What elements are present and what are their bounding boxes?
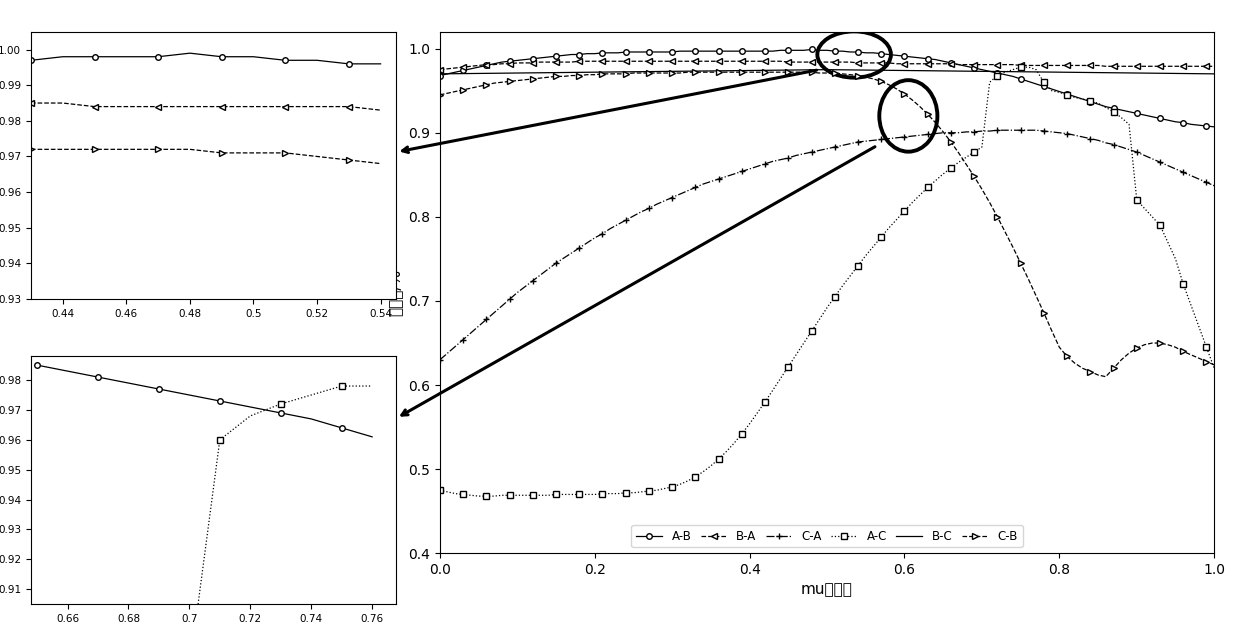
C-B	[432, 91, 447, 99]
Y-axis label: 准确率/%: 准确率/%	[388, 269, 403, 316]
C-A	[432, 356, 447, 364]
B-C	[1207, 70, 1222, 78]
C-B	[1207, 361, 1222, 369]
B-A	[983, 61, 997, 69]
A-B	[626, 48, 641, 56]
C-B	[626, 69, 641, 77]
C-B	[680, 68, 695, 76]
B-A	[904, 60, 919, 67]
B-C	[904, 67, 919, 74]
C-A	[788, 151, 803, 159]
B-A	[797, 59, 812, 66]
B-C	[1021, 68, 1036, 76]
A-B	[788, 46, 803, 54]
B-C	[487, 69, 502, 77]
B-C	[788, 66, 803, 74]
A-B	[487, 60, 502, 67]
C-B	[487, 80, 502, 87]
C-B	[1021, 275, 1036, 283]
C-A	[897, 133, 912, 141]
A-C	[983, 78, 997, 86]
A-B	[904, 53, 919, 61]
C-B	[904, 96, 919, 104]
B-A	[1021, 62, 1036, 69]
C-A	[1207, 182, 1222, 190]
A-C	[1028, 66, 1043, 74]
A-C	[1207, 364, 1222, 372]
A-C	[432, 487, 447, 494]
C-B	[797, 68, 812, 76]
A-C	[797, 339, 812, 347]
Line: C-B: C-B	[437, 69, 1217, 380]
Line: A-C: A-C	[437, 64, 1217, 499]
B-C	[983, 67, 997, 75]
B-A	[487, 61, 502, 69]
B-A	[1207, 62, 1222, 70]
C-A	[990, 127, 1005, 134]
A-C	[471, 492, 486, 500]
X-axis label: mu値步长: mu値步长	[802, 583, 852, 598]
A-B	[1207, 123, 1222, 130]
A-B	[432, 72, 447, 80]
C-A	[1021, 127, 1036, 134]
Legend: A-B, B-A, C-A, A-C, B-C, C-B: A-B, B-A, C-A, A-C, B-C, C-B	[632, 525, 1022, 548]
A-B	[1021, 78, 1036, 85]
Line: C-A: C-A	[436, 127, 1218, 363]
A-C	[494, 492, 509, 499]
A-C	[904, 198, 919, 206]
B-A	[633, 57, 649, 65]
B-A	[432, 66, 447, 74]
Line: A-B: A-B	[437, 46, 1217, 130]
C-B	[1098, 373, 1113, 380]
C-A	[487, 309, 502, 317]
A-B	[983, 67, 997, 75]
C-A	[626, 212, 641, 220]
A-B	[804, 46, 819, 53]
B-C	[432, 70, 447, 78]
B-C	[820, 66, 835, 74]
Line: B-A: B-A	[437, 59, 1217, 73]
C-B	[983, 198, 997, 206]
C-A	[974, 127, 989, 135]
A-C	[1014, 64, 1028, 71]
B-C	[626, 68, 641, 76]
Line: B-C: B-C	[440, 70, 1214, 74]
A-C	[633, 488, 649, 495]
B-A	[571, 57, 587, 65]
